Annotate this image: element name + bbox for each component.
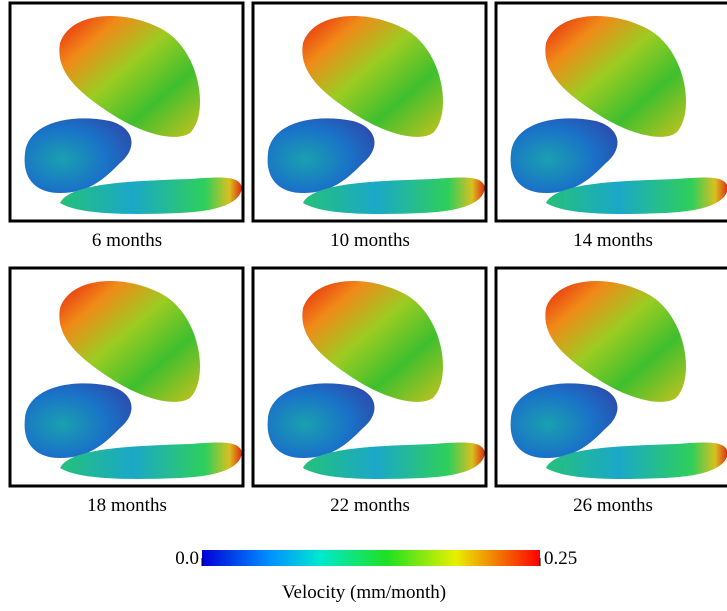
panel-frame <box>494 1 727 223</box>
panel-frame <box>8 266 245 488</box>
rendering <box>25 281 242 479</box>
panel-frame <box>494 266 727 488</box>
panel-label: 10 months <box>330 230 410 251</box>
panel-label: 22 months <box>330 495 410 516</box>
panel-label: 18 months <box>87 495 167 516</box>
panel-label: 26 months <box>573 495 653 516</box>
colorbar-tick-label: 0.25 <box>544 548 577 569</box>
panel-frame <box>251 1 488 223</box>
rendering <box>268 281 485 479</box>
panel-frame <box>8 1 245 223</box>
rendering <box>511 281 727 479</box>
colorbar-title: Velocity (mm/month) <box>282 582 446 603</box>
colorbar-tick-label: 0.0 <box>175 548 199 569</box>
panel-frame <box>251 266 488 488</box>
rendering <box>25 16 242 214</box>
rendering <box>511 16 727 214</box>
panel-label: 14 months <box>573 230 653 251</box>
rendering <box>268 16 485 214</box>
colorbar <box>202 550 540 566</box>
panel-label: 6 months <box>92 230 162 251</box>
